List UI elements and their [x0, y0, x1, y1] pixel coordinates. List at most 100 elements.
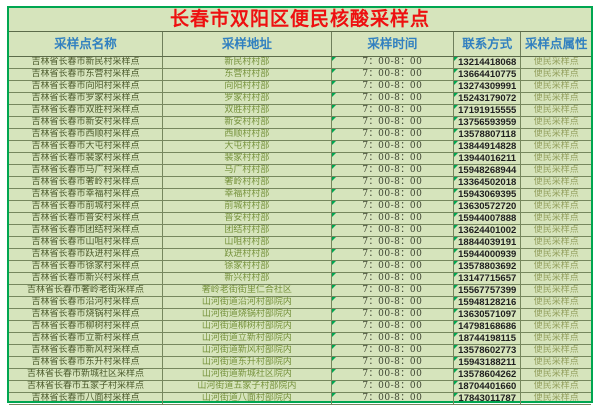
cell-address[interactable]: 新民村村部 [162, 57, 332, 69]
cell-time[interactable]: 7：00-8：00 [331, 249, 454, 261]
cell-time[interactable]: 7：00-8：00 [331, 381, 454, 393]
cell-attribute[interactable]: 便民采样点 [521, 213, 591, 225]
cell-name[interactable]: 吉林省长春市双胜村采样点 [9, 105, 163, 117]
cell-phone[interactable]: 15567757399 [453, 285, 522, 297]
cell-address[interactable]: 前城村村部 [162, 201, 332, 213]
cell-attribute[interactable]: 便民采样点 [521, 57, 591, 69]
cell-time[interactable]: 7：00-8：00 [331, 345, 454, 357]
cell-phone[interactable]: 14798168686 [453, 321, 522, 333]
cell-address[interactable]: 奢岭老街街里仁合社区 [162, 285, 332, 297]
cell-time[interactable]: 7：00-8：00 [331, 321, 454, 333]
cell-address[interactable]: 徐家村村部 [162, 261, 332, 273]
cell-phone[interactable]: 13756593959 [453, 117, 522, 129]
cell-address[interactable]: 山河街道沿河村部院内 [162, 297, 332, 309]
cell-attribute[interactable]: 便民采样点 [521, 141, 591, 153]
cell-attribute[interactable]: 便民采样点 [521, 273, 591, 285]
cell-name[interactable]: 吉林省长春市奢岭村采样点 [9, 177, 163, 189]
cell-address[interactable]: 大屯村村部 [162, 141, 332, 153]
column-header-address[interactable]: 采样地址 [163, 32, 332, 56]
cell-name[interactable]: 吉林省长春市新城社区采样点 [9, 369, 163, 381]
cell-name[interactable]: 吉林省长春市新兴村采样点 [9, 273, 163, 285]
cell-phone[interactable]: 13944016211 [453, 153, 522, 165]
cell-name[interactable]: 吉林省长春市柳树村采样点 [9, 321, 163, 333]
cell-phone[interactable]: 18704401660 [453, 381, 522, 393]
cell-time[interactable]: 7：00-8：00 [331, 105, 454, 117]
column-header-name[interactable]: 采样点名称 [9, 32, 163, 56]
cell-name[interactable]: 吉林省长春市普安村采样点 [9, 213, 163, 225]
cell-time[interactable]: 7：00-8：00 [331, 369, 454, 381]
cell-phone[interactable]: 15943188211 [453, 357, 522, 369]
cell-phone[interactable]: 13578807118 [453, 129, 522, 141]
cell-attribute[interactable]: 便民采样点 [521, 345, 591, 357]
cell-name[interactable]: 吉林省长春市新风村采样点 [9, 345, 163, 357]
cell-attribute[interactable]: 便民采样点 [521, 81, 591, 93]
cell-phone[interactable]: 18844039191 [453, 237, 522, 249]
cell-time[interactable]: 7：00-8：00 [331, 177, 454, 189]
cell-attribute[interactable]: 便民采样点 [521, 69, 591, 81]
cell-phone[interactable]: 13578803692 [453, 261, 522, 273]
cell-attribute[interactable]: 便民采样点 [521, 237, 591, 249]
cell-name[interactable]: 吉林省长春市奢岭老街采样点 [9, 285, 163, 297]
cell-phone[interactable]: 13364502018 [453, 177, 522, 189]
cell-name[interactable]: 吉林省长春市跃进村采样点 [9, 249, 163, 261]
cell-time[interactable]: 7：00-8：00 [331, 357, 454, 369]
cell-time[interactable]: 7：00-8：00 [331, 165, 454, 177]
column-header-time[interactable]: 采样时间 [332, 32, 454, 56]
cell-time[interactable]: 7：00-8：00 [331, 57, 454, 69]
cell-time[interactable]: 7：00-8：00 [331, 153, 454, 165]
cell-time[interactable]: 7：00-8：00 [331, 189, 454, 201]
cell-address[interactable]: 山河街道新城社区院内 [162, 369, 332, 381]
cell-name[interactable]: 吉林省长春市向阳村采样点 [9, 81, 163, 93]
cell-phone[interactable]: 15943069395 [453, 189, 522, 201]
cell-name[interactable]: 吉林省长春市新安村采样点 [9, 117, 163, 129]
cell-attribute[interactable]: 便民采样点 [521, 201, 591, 213]
cell-address[interactable]: 山河街道烧锅村部院内 [162, 309, 332, 321]
cell-name[interactable]: 吉林省长春市东升村采样点 [9, 357, 163, 369]
cell-time[interactable]: 7：00-8：00 [331, 237, 454, 249]
cell-phone[interactable]: 15944000939 [453, 249, 522, 261]
cell-name[interactable]: 吉林省长春市裴家村采样点 [9, 153, 163, 165]
cell-time[interactable]: 7：00-8：00 [331, 297, 454, 309]
cell-address[interactable]: 幸福村村部 [162, 189, 332, 201]
cell-phone[interactable]: 13630571097 [453, 309, 522, 321]
cell-time[interactable]: 7：00-8：00 [331, 213, 454, 225]
cell-name[interactable]: 吉林省长春市东营村采样点 [9, 69, 163, 81]
cell-phone[interactable]: 15948268944 [453, 165, 522, 177]
cell-attribute[interactable]: 便民采样点 [521, 249, 591, 261]
cell-name[interactable]: 吉林省长春市五家子村采样点 [9, 381, 163, 393]
cell-time[interactable]: 7：00-8：00 [331, 225, 454, 237]
cell-name[interactable]: 吉林省长春市徐家村采样点 [9, 261, 163, 273]
cell-time[interactable]: 7：00-8：00 [331, 333, 454, 345]
cell-name[interactable]: 吉林省长春市八面村采样点 [9, 393, 163, 405]
cell-attribute[interactable]: 便民采样点 [521, 309, 591, 321]
cell-phone[interactable]: 15243179072 [453, 93, 522, 105]
cell-attribute[interactable]: 便民采样点 [521, 297, 591, 309]
cell-name[interactable]: 吉林省长春市立新村采样点 [9, 333, 163, 345]
cell-attribute[interactable]: 便民采样点 [521, 129, 591, 141]
cell-attribute[interactable]: 便民采样点 [521, 285, 591, 297]
cell-phone[interactable]: 13274309991 [453, 81, 522, 93]
cell-address[interactable]: 新兴村村部 [162, 273, 332, 285]
cell-address[interactable]: 奢岭村村部 [162, 177, 332, 189]
column-header-contact[interactable]: 联系方式 [454, 32, 522, 56]
cell-attribute[interactable]: 便民采样点 [521, 321, 591, 333]
column-header-attribute[interactable]: 采样点属性 [524, 36, 588, 51]
cell-address[interactable]: 山咀村村部 [162, 237, 332, 249]
cell-time[interactable]: 7：00-8：00 [331, 117, 454, 129]
cell-name[interactable]: 吉林省长春市团结村采样点 [9, 225, 163, 237]
cell-address[interactable]: 普安村村部 [162, 213, 332, 225]
cell-address[interactable]: 东营村村部 [162, 69, 332, 81]
cell-time[interactable]: 7：00-8：00 [331, 81, 454, 93]
cell-phone[interactable]: 17191915555 [453, 105, 522, 117]
cell-address[interactable]: 山河街道立新村部院内 [162, 333, 332, 345]
cell-address[interactable]: 跃进村村部 [162, 249, 332, 261]
cell-name[interactable]: 吉林省长春市山咀村采样点 [9, 237, 163, 249]
cell-attribute[interactable]: 便民采样点 [521, 153, 591, 165]
cell-address[interactable]: 向阳村村部 [162, 81, 332, 93]
cell-address[interactable]: 团结村村部 [162, 225, 332, 237]
cell-address[interactable]: 山河街道八面村部院内 [162, 393, 332, 405]
cell-attribute[interactable]: 便民采样点 [521, 177, 591, 189]
cell-time[interactable]: 7：00-8：00 [331, 273, 454, 285]
cell-name[interactable]: 吉林省长春市烧锅村采样点 [9, 309, 163, 321]
cell-name[interactable]: 吉林省长春市大屯村采样点 [9, 141, 163, 153]
